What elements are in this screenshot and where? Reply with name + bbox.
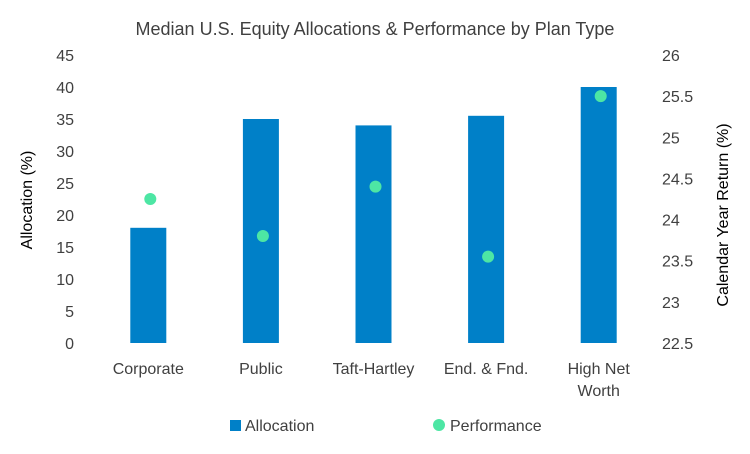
- y-tick-label: 40: [56, 80, 74, 97]
- legend-label-performance: Performance: [450, 418, 542, 435]
- bar-allocation: [468, 115, 505, 343]
- y2-axis-ticks: 22.5 23 23.5 24 24.5 25 25.5 26: [662, 48, 693, 353]
- y-axis-label: Allocation (%): [19, 151, 36, 250]
- y2-tick-label: 25.5: [662, 89, 693, 106]
- bar-series: [130, 87, 617, 344]
- x-category-label: High Net: [568, 361, 631, 378]
- point-performance: [256, 230, 269, 243]
- x-category-label: Public: [239, 361, 283, 378]
- y-axis-ticks: 0 5 10 15 20 25 30 35 40 45: [56, 48, 74, 353]
- y-tick-label: 25: [56, 176, 74, 193]
- bar-allocation: [130, 227, 167, 343]
- y2-tick-label: 23: [662, 295, 680, 312]
- y-tick-label: 35: [56, 112, 74, 129]
- point-performance: [594, 90, 607, 103]
- x-axis-categories: Corporate Public Taft-Hartley End. & Fnd. Hi…: [113, 361, 631, 400]
- bar-allocation: [355, 125, 392, 344]
- y-tick-label: 0: [65, 336, 74, 353]
- y2-tick-label: 24.5: [662, 171, 693, 188]
- chart-title: Median U.S. Equity Allocations & Perform…: [136, 19, 615, 39]
- x-category-label: End. & Fnd.: [444, 361, 529, 378]
- x-category-label: Worth: [578, 383, 620, 400]
- x-category-label: Corporate: [113, 361, 184, 378]
- y2-tick-label: 26: [662, 48, 680, 65]
- y2-tick-label: 25: [662, 130, 680, 147]
- bar-allocation: [580, 87, 617, 343]
- y2-tick-label: 22.5: [662, 336, 693, 353]
- y-tick-label: 10: [56, 272, 74, 289]
- x-category-label: Taft-Hartley: [333, 361, 415, 378]
- point-performance: [144, 193, 157, 205]
- y-tick-label: 5: [65, 304, 74, 321]
- legend: Allocation Performance: [230, 418, 542, 435]
- y2-tick-label: 24: [662, 213, 680, 230]
- y2-tick-label: 23.5: [662, 254, 693, 271]
- y-tick-label: 45: [56, 48, 74, 65]
- point-performance: [369, 180, 382, 193]
- y-tick-label: 30: [56, 144, 74, 161]
- legend-swatch-allocation: [230, 420, 241, 431]
- y2-axis-label: Calendar Year Return (%): [715, 123, 732, 306]
- legend-label-allocation: Allocation: [245, 418, 314, 435]
- legend-swatch-performance: [433, 419, 445, 431]
- point-performance: [482, 250, 495, 263]
- y-tick-label: 20: [56, 208, 74, 225]
- y-tick-label: 15: [56, 240, 74, 257]
- scatter-series: [144, 90, 607, 263]
